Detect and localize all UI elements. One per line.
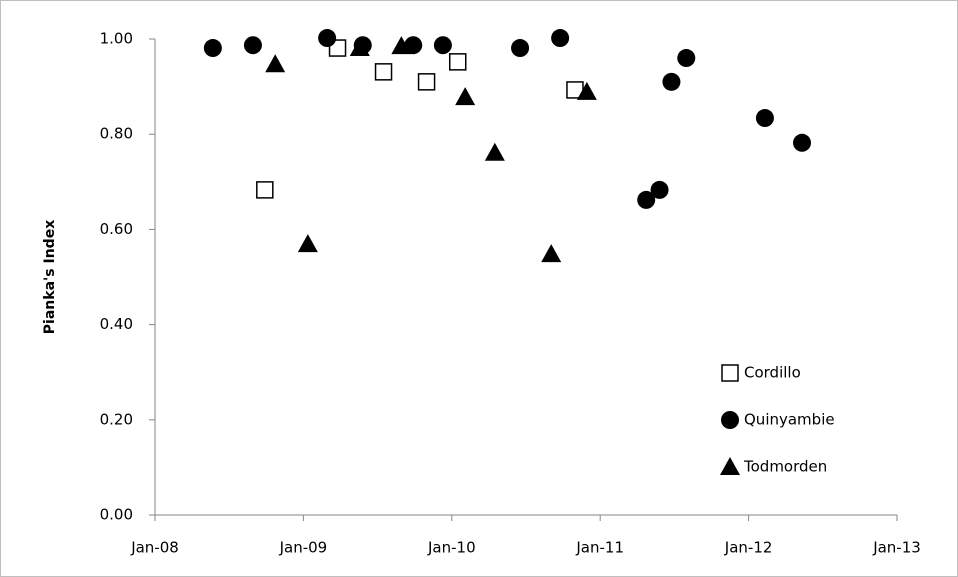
point — [576, 81, 597, 100]
point — [433, 36, 452, 55]
legend-marker — [721, 411, 739, 429]
point — [455, 87, 476, 106]
x-tick-label: Jan-13 — [872, 539, 921, 557]
point — [448, 53, 467, 71]
point — [297, 234, 318, 253]
legend-label: Cordillo — [744, 364, 801, 382]
point — [243, 36, 262, 55]
x-tick-label: Jan-11 — [575, 539, 624, 557]
point — [203, 39, 222, 58]
point — [650, 180, 669, 199]
y-axis-title: Pianka's Index — [42, 220, 58, 334]
y-tick-label: 0.40 — [100, 315, 133, 333]
y-tick-label: 0.20 — [100, 410, 133, 428]
point — [677, 49, 696, 68]
point — [256, 181, 274, 199]
x-tick-label: Jan-10 — [427, 539, 476, 557]
y-tick-label: 0.80 — [100, 125, 133, 143]
legend-marker — [720, 457, 740, 475]
legend-label: Todmorden — [743, 458, 827, 476]
x-tick-label: Jan-12 — [724, 539, 773, 557]
x-tick-label: Jan-09 — [279, 539, 328, 557]
point — [793, 133, 812, 152]
point — [391, 36, 412, 55]
y-tick-label: 1.00 — [100, 30, 133, 48]
y-tick-label: 0.00 — [100, 506, 133, 524]
x-tick-label: Jan-08 — [130, 539, 179, 557]
point — [374, 63, 393, 81]
legend-marker — [721, 364, 739, 382]
point — [637, 190, 656, 209]
point — [662, 72, 681, 91]
point — [511, 39, 530, 58]
point — [541, 244, 562, 263]
point — [551, 29, 570, 48]
point — [755, 109, 774, 128]
point — [417, 73, 436, 91]
point — [349, 38, 370, 57]
point — [484, 142, 505, 161]
legend-label: Quinyambie — [744, 411, 835, 429]
point — [318, 29, 337, 48]
y-tick-label: 0.60 — [100, 220, 133, 238]
point — [265, 54, 286, 73]
